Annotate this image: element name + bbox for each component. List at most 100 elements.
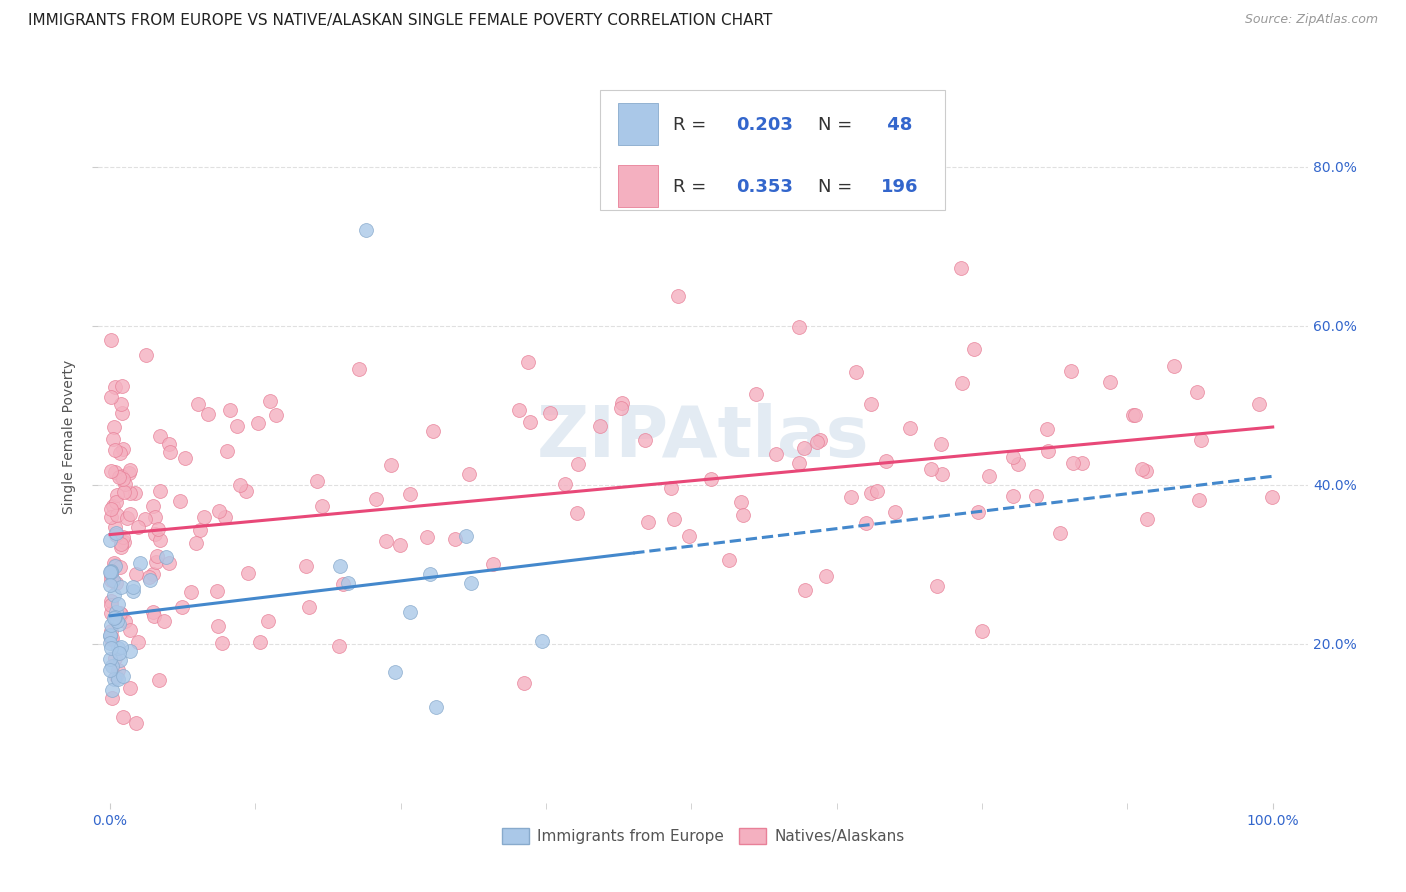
Point (142, 499, 165, 513)
Point (839, 490, 862, 504)
Point (104, 520, 127, 534)
Point (966, 505, 988, 519)
Point (920, 462, 942, 476)
Point (100, 567, 122, 582)
Point (100, 502, 122, 516)
Point (115, 510, 138, 524)
Point (135, 348, 157, 362)
Point (354, 223, 377, 237)
Point (100, 617, 122, 632)
Point (142, 605, 165, 619)
Point (100, 632, 122, 646)
Point (855, 516, 877, 530)
Point (110, 560, 132, 574)
Point (808, 433, 831, 447)
Point (114, 614, 136, 628)
Point (794, 583, 817, 598)
Point (104, 669, 127, 683)
Point (143, 510, 166, 524)
Point (364, 492, 387, 507)
Point (637, 515, 659, 529)
Point (215, 443, 238, 458)
Point (207, 584, 229, 599)
Point (124, 486, 146, 500)
Text: R =: R = (672, 116, 711, 134)
Point (118, 644, 141, 658)
Point (100, 690, 122, 705)
Point (186, 536, 208, 550)
Point (538, 406, 561, 420)
Point (180, 585, 202, 599)
Point (108, 617, 131, 632)
Point (456, 529, 478, 543)
Point (103, 588, 125, 602)
Point (100, 631, 122, 645)
Point (482, 558, 505, 572)
Point (634, 433, 657, 447)
Point (257, 614, 280, 628)
Point (118, 681, 141, 695)
Point (125, 566, 148, 581)
Point (107, 640, 129, 655)
Point (118, 623, 141, 637)
Point (149, 429, 172, 443)
Point (860, 397, 883, 411)
Point (120, 508, 142, 522)
Point (110, 640, 132, 654)
Point (457, 467, 479, 481)
Point (110, 540, 132, 554)
Point (98, 565, 121, 579)
Point (127, 635, 149, 649)
Point (101, 574, 124, 588)
Point (931, 436, 953, 450)
Point (589, 418, 612, 433)
Point (963, 342, 986, 356)
Point (143, 527, 166, 541)
Point (104, 526, 127, 541)
Point (100, 564, 122, 578)
Point (399, 606, 422, 620)
Point (107, 672, 129, 686)
Point (98, 663, 121, 677)
Point (146, 549, 169, 564)
Point (110, 580, 132, 594)
Point (425, 700, 447, 714)
Point (305, 474, 328, 488)
Point (101, 659, 124, 673)
Point (104, 558, 127, 572)
Point (1049, 526, 1071, 541)
Point (332, 576, 354, 591)
Point (859, 485, 882, 500)
Text: N =: N = (818, 178, 858, 196)
Text: N =: N = (818, 116, 858, 134)
Point (249, 634, 271, 648)
Point (125, 716, 148, 731)
Point (1071, 456, 1094, 470)
Point (128, 557, 150, 571)
Point (1098, 375, 1121, 389)
Point (336, 576, 359, 591)
Point (508, 403, 530, 417)
Point (159, 445, 181, 459)
Point (187, 397, 209, 411)
Point (100, 333, 122, 347)
Point (107, 597, 129, 611)
Text: Source: ZipAtlas.com: Source: ZipAtlas.com (1244, 13, 1378, 27)
Point (1001, 450, 1024, 464)
Point (765, 447, 787, 461)
Text: 196: 196 (880, 178, 918, 196)
Point (246, 416, 269, 430)
Point (100, 606, 122, 620)
Point (666, 289, 689, 303)
Point (101, 682, 124, 697)
FancyBboxPatch shape (600, 90, 945, 211)
Point (100, 624, 122, 639)
Point (104, 575, 127, 590)
Point (787, 319, 810, 334)
Point (970, 624, 993, 638)
Text: IMMIGRANTS FROM EUROPE VS NATIVE/ALASKAN SINGLE FEMALE POVERTY CORRELATION CHART: IMMIGRANTS FROM EUROPE VS NATIVE/ALASKAN… (28, 13, 772, 29)
Point (100, 565, 122, 579)
Point (610, 401, 633, 415)
Point (567, 457, 589, 471)
Point (1122, 408, 1144, 422)
